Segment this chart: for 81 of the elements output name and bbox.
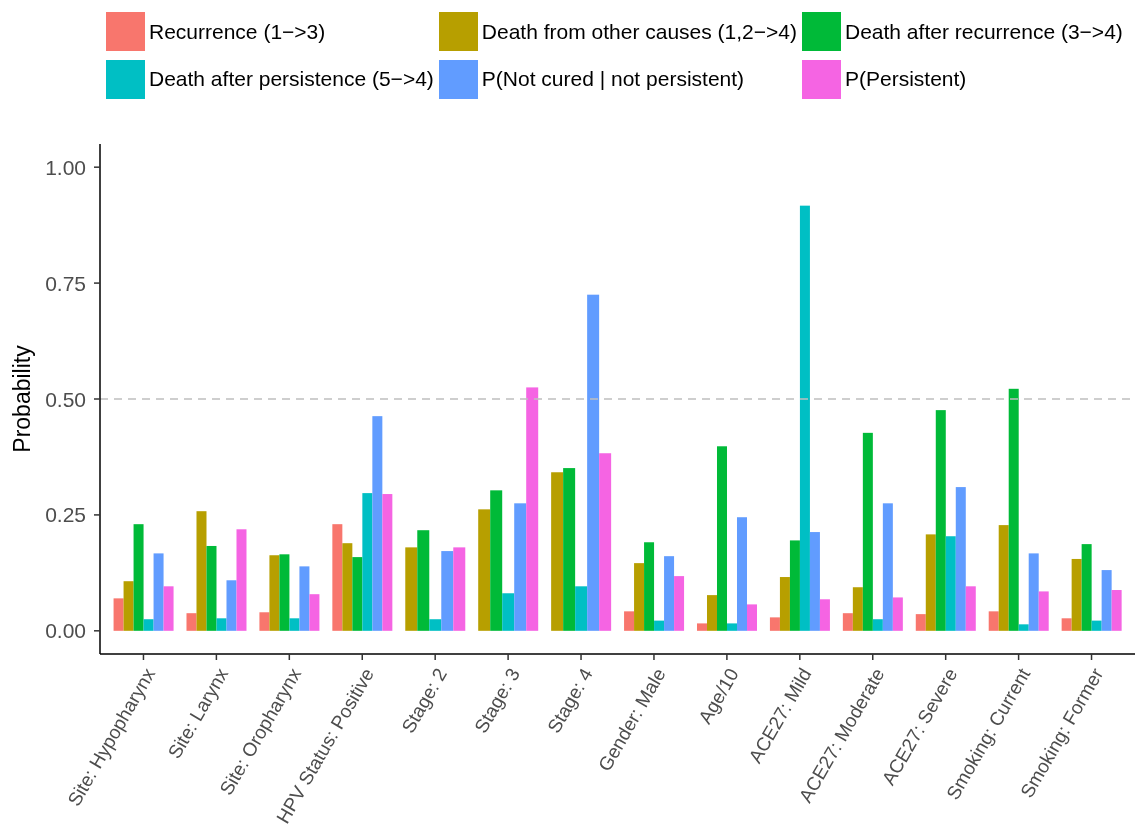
bar [1038,591,1049,631]
bar [634,563,645,631]
bar [799,205,810,631]
bar [706,595,717,631]
bar [998,525,1009,631]
bar [123,581,134,631]
bar [163,586,174,631]
bar [153,553,164,631]
bar [332,524,343,631]
bar [716,446,727,631]
bar [196,511,207,631]
bar [259,612,270,631]
bar [819,599,830,631]
bar [382,494,393,631]
bar [1091,620,1102,631]
bar [133,524,144,631]
bar [862,432,873,631]
bar [945,536,956,631]
bar [279,554,290,631]
bar [988,611,999,631]
bar [1028,553,1039,631]
bar [779,577,790,631]
bar [236,529,247,631]
bar [674,576,685,631]
bar [1061,618,1072,631]
bar [206,545,217,631]
bar [696,623,707,631]
bar [736,517,747,631]
bar [852,587,863,631]
bar [1111,590,1122,631]
bar [342,543,353,631]
legend-label: Recurrence (1−>3) [149,19,326,44]
bar [809,532,820,631]
bar [352,557,363,631]
bar [842,613,853,631]
bar [654,620,665,631]
bar [882,503,893,631]
y-tick-label: 0.00 [45,619,86,643]
bar [143,619,154,631]
bar [599,453,612,631]
bar [789,540,800,631]
y-axis-title: Probability [9,344,36,453]
y-tick-label: 0.75 [45,271,86,295]
legend-label: P(Not cured | not persistent) [481,67,745,91]
bar [664,556,675,631]
y-tick-label: 1.00 [45,155,86,179]
legend-label: Death after recurrence (3−>4) [845,19,1123,44]
y-tick-label: 0.50 [45,387,86,411]
bar [915,614,926,631]
bar [1018,624,1029,631]
bar [309,594,320,631]
bar [289,618,300,631]
bar [769,617,780,631]
bar [1008,388,1019,631]
bar [726,623,737,631]
bar [872,619,883,631]
bar [453,547,466,631]
bar [1081,544,1092,631]
bar [624,611,635,631]
legend-label: Death from other causes (1,2−>4) [481,19,797,44]
bar [113,598,124,631]
bar [269,555,280,631]
bar [746,604,757,631]
bar [644,542,655,631]
y-tick-label: 0.25 [45,503,86,527]
bar [299,566,310,631]
bar [965,586,976,631]
bar [935,410,946,631]
bar [955,487,966,631]
bar [892,597,903,631]
bar [362,493,373,631]
legend-label: Death after persistence (5−>4) [149,67,434,91]
bar [372,416,383,631]
bar [925,534,936,631]
bar [186,613,197,631]
bar [216,618,227,631]
bar [1101,570,1112,631]
legend-label: P(Persistent) [845,67,967,91]
bar [526,387,539,631]
bar [1071,558,1082,631]
bar [226,580,237,631]
